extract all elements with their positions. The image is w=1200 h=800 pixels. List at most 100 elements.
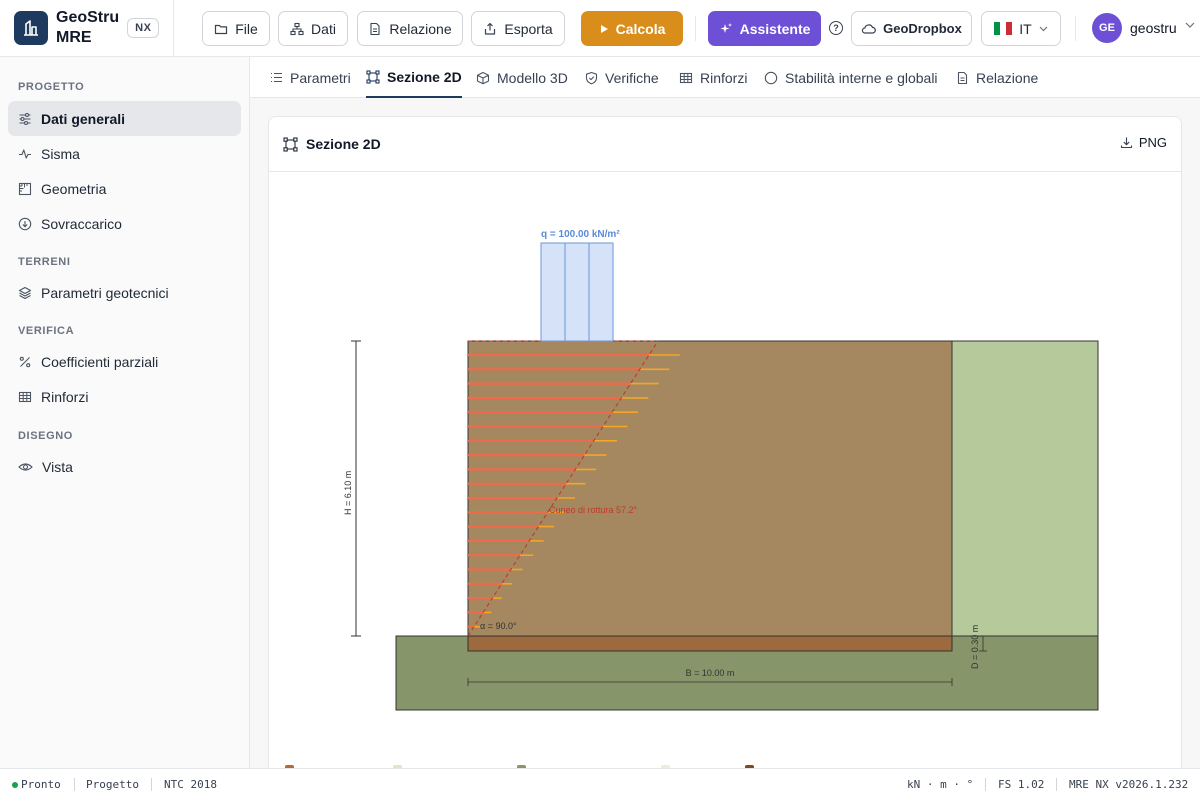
circle-icon <box>764 71 778 84</box>
tab-label: Stabilità interne e globali <box>785 69 938 86</box>
sliders-icon <box>19 112 31 125</box>
main-content: Sezione 2D PNG q <box>250 98 1200 786</box>
cloud-icon <box>861 24 876 34</box>
help-icon[interactable]: ? <box>829 21 843 35</box>
embed-dimension <box>979 635 987 652</box>
png-export-button[interactable]: PNG <box>1120 135 1167 150</box>
sidebar-item-coefficienti-parziali[interactable]: Coefficienti parziali <box>8 344 241 379</box>
tab-label: Rinforzi <box>700 69 748 86</box>
folder-icon <box>215 24 228 34</box>
arrow-down-circle-icon <box>18 217 32 230</box>
reinforcement-layers <box>468 353 680 628</box>
geodropbox-button-label: GeoDropbox <box>883 21 962 36</box>
tab-bar: Parametri Sezione 2D Modello 3D Verifich… <box>250 57 1200 98</box>
reinforced-block <box>467 340 953 637</box>
calcola-button-label: Calcola <box>615 20 666 37</box>
status-units: kN · m · ° <box>907 778 974 791</box>
sidebar-item-label: Sisma <box>41 145 80 162</box>
sidebar-section-title: PROGETTO <box>18 81 85 93</box>
sidebar-section-title: VERIFICA <box>18 325 75 337</box>
frame-icon <box>366 69 380 84</box>
avatar[interactable]: GE <box>1092 13 1122 43</box>
sparkles-icon <box>720 22 732 33</box>
assistente-button[interactable]: Assistente <box>708 11 821 46</box>
eye-icon <box>18 462 33 471</box>
relazione-button[interactable]: Relazione <box>357 11 463 46</box>
tab-label: Modello 3D <box>497 69 568 86</box>
height-dimension <box>351 340 361 637</box>
tab-relazione[interactable]: Relazione <box>956 57 1038 98</box>
embedment-strip <box>467 635 953 652</box>
edition-badge: NX <box>127 18 160 38</box>
status-divider <box>151 778 152 791</box>
tab-rinforzi[interactable]: Rinforzi <box>679 57 747 98</box>
sidebar-item-sisma[interactable]: Sisma <box>8 136 241 171</box>
load-strip <box>588 242 614 342</box>
language-select[interactable]: IT <box>981 11 1061 46</box>
frame-icon <box>283 136 298 152</box>
language-label: IT <box>1019 20 1032 37</box>
sidebar-item-label: Parametri geotecnici <box>41 284 169 301</box>
status-divider <box>74 778 75 791</box>
status-ready: Pronto <box>21 778 61 791</box>
tab-modello-3d[interactable]: Modello 3D <box>476 57 568 98</box>
sidebar-item-rinforzi[interactable]: Rinforzi <box>8 379 241 414</box>
document-icon <box>957 71 968 84</box>
section-card: Sezione 2D PNG q <box>268 116 1182 786</box>
sidebar-item-label: Dati generali <box>41 110 126 127</box>
tab-stabilita[interactable]: Stabilità interne e globali <box>764 57 938 98</box>
status-fs: FS 1.02 <box>998 778 1045 791</box>
alpha-label: α = 90.0° <box>480 621 517 631</box>
file-button-label: File <box>235 20 258 37</box>
italy-flag-icon <box>994 22 1013 35</box>
list-icon <box>271 72 282 83</box>
document-icon <box>370 22 380 35</box>
retained-soil <box>951 340 1099 637</box>
load-strip <box>564 242 590 342</box>
user-menu-chevron-icon[interactable] <box>1185 22 1195 29</box>
embed-label: D = 0.30 m <box>970 625 980 669</box>
app-name-line2: MRE <box>56 29 92 46</box>
assistente-button-label: Assistente <box>739 20 811 37</box>
sidebar-item-geometria[interactable]: Geometria <box>8 171 241 206</box>
app-name: GeoStru MRE <box>56 8 119 48</box>
sidebar-item-sovraccarico[interactable]: Sovraccarico <box>8 206 241 241</box>
tab-label: Verifiche <box>605 69 659 86</box>
wedge-label: Cuneo di rottura 57.2° <box>549 505 638 515</box>
toolbar-divider <box>1075 16 1076 41</box>
sidebar-item-dati-generali[interactable]: Dati generali <box>8 101 241 136</box>
geodropbox-button[interactable]: GeoDropbox <box>851 11 972 46</box>
tab-label: Relazione <box>976 69 1039 86</box>
percent-icon <box>19 356 31 367</box>
tab-parametri[interactable]: Parametri <box>270 57 351 98</box>
user-name[interactable]: geostru <box>1130 20 1177 36</box>
sidebar-item-vista[interactable]: Vista <box>8 449 241 484</box>
app-name-line1: GeoStru <box>56 9 120 26</box>
sidebar-item-parametri-geotecnici[interactable]: Parametri geotecnici <box>8 275 241 310</box>
base-dimension <box>467 678 953 686</box>
sidebar-item-label: Rinforzi <box>41 388 89 405</box>
status-project[interactable]: Progetto <box>86 778 139 791</box>
status-bar: Pronto Progetto NTC 2018 kN · m · ° FS 1… <box>0 768 1200 800</box>
sidebar-item-label: Geometria <box>41 180 107 197</box>
dati-button-label: Dati <box>311 20 336 37</box>
dati-button[interactable]: Dati <box>278 11 348 46</box>
download-icon <box>1120 137 1132 149</box>
app-logo-icon <box>14 11 48 45</box>
status-version: MRE NX v2026.1.232 <box>1069 778 1189 791</box>
sitemap-icon <box>290 22 304 35</box>
share-icon <box>485 22 496 35</box>
tab-label: Sezione 2D <box>387 68 462 85</box>
play-icon <box>600 24 608 33</box>
status-dot-icon <box>12 782 18 788</box>
png-button-label: PNG <box>1138 135 1167 150</box>
esporta-button[interactable]: Esporta <box>471 11 565 46</box>
tab-verifiche[interactable]: Verifiche <box>585 57 659 98</box>
file-button[interactable]: File <box>202 11 270 46</box>
grid-icon <box>679 72 693 83</box>
calcola-button[interactable]: Calcola <box>581 11 683 46</box>
status-divider <box>1056 778 1057 791</box>
tab-sezione-2d[interactable]: Sezione 2D <box>366 57 462 98</box>
sidebar: PROGETTO Dati generali Sisma Geometria S… <box>0 57 250 768</box>
layers-icon <box>18 286 32 299</box>
